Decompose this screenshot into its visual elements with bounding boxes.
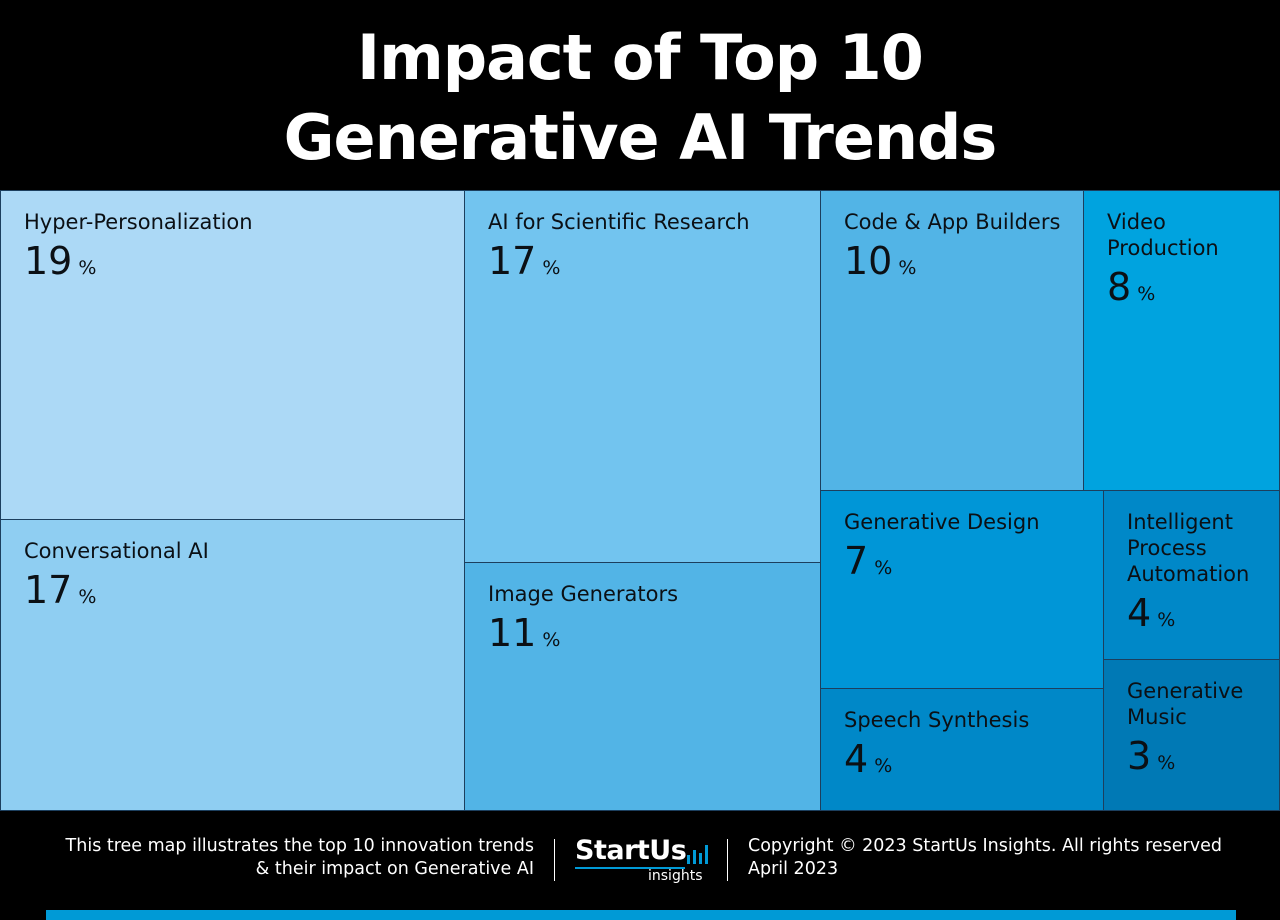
- bottom-accent-bar: [46, 910, 1236, 920]
- treemap-tile: Speech Synthesis 4%: [820, 688, 1104, 811]
- footer-divider-right: [727, 839, 728, 881]
- tile-value-unit: %: [542, 629, 561, 651]
- date-text: April 2023: [748, 859, 839, 879]
- brand-logo: StartUs insights: [575, 835, 715, 885]
- tile-value-unit: %: [874, 755, 893, 777]
- footer-divider-left: [554, 839, 555, 881]
- tile-value: 17%: [488, 239, 810, 290]
- tile-value: 8%: [1107, 265, 1232, 316]
- tile-label: Speech Synthesis 4%: [844, 707, 1093, 788]
- tile-value-number: 8: [1107, 265, 1132, 309]
- footer-description: This tree map illustrates the top 10 inn…: [66, 835, 534, 881]
- tile-value-number: 17: [488, 239, 537, 283]
- tile-value-number: 10: [844, 239, 893, 283]
- treemap-tile: AI for Scientific Research 17%: [464, 190, 821, 563]
- tile-label: Hyper-Personalization 19%: [24, 209, 454, 290]
- copyright-text: Copyright © 2023 StartUs Insights. All r…: [748, 836, 1222, 856]
- tile-value: 19%: [24, 239, 454, 290]
- tile-value-unit: %: [78, 257, 97, 279]
- footer-description-line-2: & their impact on Generative AI: [255, 859, 534, 879]
- tile-value: 7%: [844, 539, 1093, 590]
- tile-label: Generative Design 7%: [844, 509, 1093, 590]
- brand-name: StartUs: [575, 835, 687, 866]
- tile-value: 3%: [1127, 734, 1252, 785]
- treemap-tile: Video Production 8%: [1083, 190, 1280, 491]
- footer-copyright-block: Copyright © 2023 StartUs Insights. All r…: [748, 835, 1222, 881]
- tile-label: Video Production 8%: [1107, 209, 1232, 316]
- tile-value: 17%: [24, 568, 454, 619]
- treemap: Hyper-Personalization 19% Conversational A…: [0, 190, 1280, 811]
- tile-value-unit: %: [542, 257, 561, 279]
- treemap-tile: Intelligent Process Automation 4%: [1103, 490, 1280, 660]
- treemap-tile: Conversational AI 17%: [0, 519, 465, 811]
- tile-value: 4%: [1127, 591, 1252, 642]
- title-line-1: Impact of Top 10: [357, 21, 924, 94]
- tile-value-number: 17: [24, 568, 73, 612]
- tile-value-unit: %: [1157, 752, 1176, 774]
- footer-description-line-1: This tree map illustrates the top 10 inn…: [65, 836, 534, 856]
- tile-value-number: 3: [1127, 734, 1152, 778]
- tile-value-number: 4: [844, 737, 869, 781]
- tile-value-unit: %: [898, 257, 917, 279]
- tile-label: Conversational AI 17%: [24, 538, 454, 619]
- brand-subtitle: insights: [648, 868, 703, 884]
- chart-title: Impact of Top 10 Generative AI Trends: [0, 18, 1280, 178]
- tile-value: 11%: [488, 611, 810, 662]
- footer: This tree map illustrates the top 10 inn…: [0, 811, 1280, 920]
- tile-value-number: 4: [1127, 591, 1152, 635]
- tile-value: 4%: [844, 737, 1093, 788]
- tile-label: AI for Scientific Research 17%: [488, 209, 810, 290]
- treemap-tile: Code & App Builders 10%: [820, 190, 1084, 491]
- tile-value-unit: %: [1157, 609, 1176, 631]
- tile-value-unit: %: [874, 557, 893, 579]
- treemap-tile: Hyper-Personalization 19%: [0, 190, 465, 520]
- tile-label: Generative Music 3%: [1127, 678, 1252, 785]
- tile-label: Image Generators 11%: [488, 581, 810, 662]
- tile-label: Code & App Builders 10%: [844, 209, 1073, 290]
- title-line-2: Generative AI Trends: [283, 101, 998, 174]
- treemap-tile: Generative Music 3%: [1103, 659, 1280, 811]
- tile-value-unit: %: [1137, 283, 1156, 305]
- tile-value-unit: %: [78, 586, 97, 608]
- tile-value-number: 7: [844, 539, 869, 583]
- treemap-tile: Image Generators 11%: [464, 562, 821, 811]
- tile-value-number: 19: [24, 239, 73, 283]
- tile-value: 10%: [844, 239, 1073, 290]
- bar-chart-icon: [687, 845, 708, 864]
- tile-label: Intelligent Process Automation 4%: [1127, 509, 1252, 642]
- brand-underline: [575, 867, 685, 869]
- tile-value-number: 11: [488, 611, 537, 655]
- treemap-tile: Generative Design 7%: [820, 490, 1104, 689]
